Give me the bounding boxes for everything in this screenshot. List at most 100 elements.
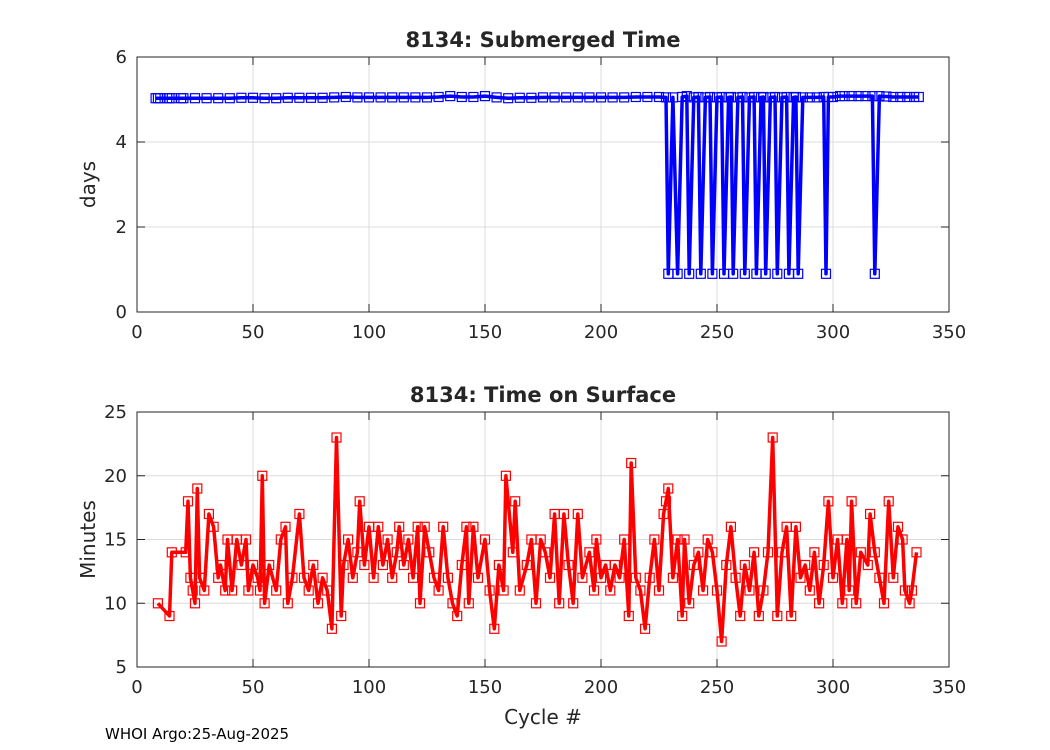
data-point-marker: [180, 547, 191, 558]
data-point-marker: [377, 559, 388, 571]
data-point-marker: [294, 92, 305, 103]
data-point-marker: [398, 92, 409, 103]
data-point-marker: [540, 547, 551, 558]
data-point-marker: [275, 534, 286, 545]
data-point-marker: [867, 90, 878, 102]
footer-credit: WHOI Argo:25-Aug-2025: [105, 725, 290, 743]
data-point-marker: [862, 559, 873, 571]
y-axis-label: days: [76, 161, 100, 208]
y-tick-label: 20: [104, 466, 127, 487]
data-point-marker: [554, 598, 565, 609]
data-point-marker: [166, 547, 177, 558]
data-point-marker: [790, 91, 802, 103]
data-point-marker: [760, 268, 771, 279]
data-point-marker: [500, 470, 511, 481]
data-point-marker: [164, 610, 175, 622]
data-point-marker: [874, 572, 885, 583]
data-point-marker: [312, 598, 324, 609]
data-point-marker: [672, 534, 683, 545]
data-point-marker: [725, 91, 737, 103]
data-point-marker: [243, 585, 254, 596]
data-point-marker: [308, 559, 319, 571]
data-point-marker: [375, 92, 386, 103]
data-point-marker: [895, 91, 906, 103]
data-point-marker: [853, 90, 864, 102]
data-point-marker: [767, 432, 778, 443]
data-point-marker: [878, 598, 890, 609]
y-tick-label: 0: [116, 302, 127, 323]
data-point-marker: [433, 585, 444, 596]
data-point-marker: [797, 92, 808, 103]
data-point-marker: [445, 90, 456, 102]
data-point-marker: [280, 521, 291, 532]
data-point-marker: [660, 496, 672, 507]
data-point-marker: [595, 92, 607, 103]
y-tick-label: 25: [104, 402, 127, 423]
data-point-marker: [681, 90, 692, 102]
data-point-marker: [419, 521, 430, 532]
y-axis-label: Minutes: [76, 500, 100, 579]
data-point-marker: [252, 572, 263, 583]
data-point-marker: [503, 93, 514, 104]
data-point-marker: [203, 508, 214, 520]
data-point-marker: [804, 585, 815, 596]
x-axis-label: Cycle #: [504, 705, 582, 729]
data-point-marker: [387, 92, 398, 103]
x-tick-label: 300: [816, 322, 850, 343]
data-point-marker: [888, 572, 899, 583]
data-point-marker: [607, 92, 618, 103]
data-point-marker: [391, 547, 402, 558]
data-point-marker: [317, 572, 328, 583]
x-tick-label: 250: [700, 322, 734, 343]
data-point-marker: [795, 572, 806, 583]
data-point-marker: [563, 559, 574, 571]
data-point-marker: [491, 92, 502, 103]
data-point-marker: [730, 572, 741, 583]
y-tick-label: 5: [116, 657, 127, 678]
data-point-marker: [906, 585, 918, 596]
data-point-marker: [841, 534, 853, 545]
data-point-marker: [215, 559, 226, 571]
data-point-marker: [472, 572, 484, 583]
data-point-marker: [468, 521, 479, 532]
y-tick-label: 2: [116, 217, 127, 238]
x-tick-label: 100: [352, 322, 386, 343]
data-point-marker: [403, 534, 414, 545]
data-point-marker: [844, 585, 855, 596]
data-point-marker: [584, 547, 595, 558]
data-point-marker: [412, 521, 423, 532]
data-point-marker: [456, 559, 467, 571]
x-tick-label: 0: [131, 322, 142, 343]
data-point-marker: [201, 93, 212, 104]
x-tick-label: 150: [468, 322, 502, 343]
data-point-marker: [693, 547, 704, 558]
data-point-marker: [904, 598, 915, 609]
data-point-marker: [382, 534, 393, 545]
x-tick-label: 150: [468, 677, 502, 698]
data-point-marker: [702, 534, 713, 545]
data-point-marker: [786, 610, 797, 622]
data-point-marker: [247, 92, 259, 103]
y-tick-label: 15: [104, 530, 127, 551]
data-point-marker: [772, 268, 783, 279]
data-point-marker: [514, 92, 525, 103]
data-point-marker: [428, 572, 440, 583]
data-point-marker: [864, 508, 876, 520]
data-point-marker: [846, 496, 857, 507]
data-point-marker: [899, 585, 911, 596]
data-point-marker: [303, 585, 314, 596]
data-point-marker: [521, 559, 532, 571]
data-point-marker: [572, 92, 583, 103]
data-point-marker: [823, 496, 834, 507]
data-point-marker: [897, 534, 908, 545]
y-tick-label: 6: [116, 47, 127, 68]
data-point-marker: [433, 91, 444, 103]
data-point-marker: [869, 268, 880, 279]
data-point-marker: [259, 93, 270, 104]
data-point-marker: [398, 559, 409, 571]
data-point-marker: [254, 585, 266, 596]
data-point-marker: [484, 585, 495, 596]
data-point-marker: [408, 572, 419, 583]
data-point-marker: [758, 585, 769, 596]
time-on-surface-chart: 0 50 100 150 200 250 300 350 5 10 15 20 25 8134: Time…: [76, 383, 966, 729]
